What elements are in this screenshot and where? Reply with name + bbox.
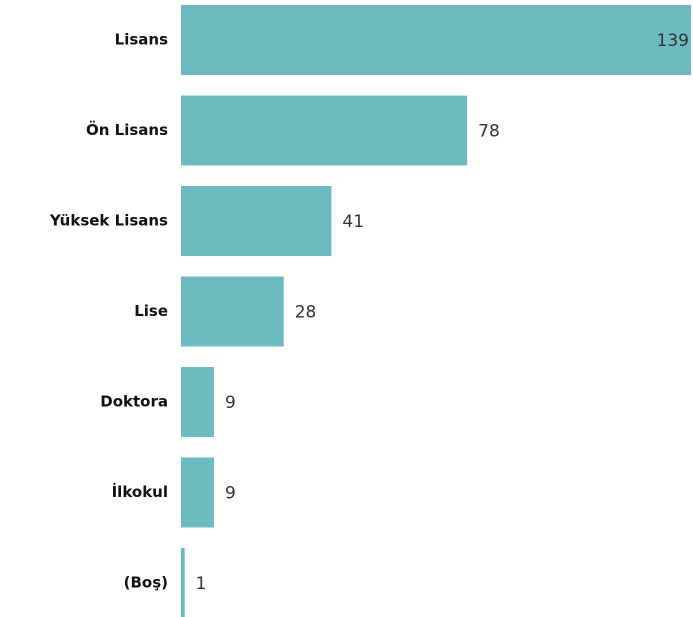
category-label-6: (Boş) bbox=[124, 574, 168, 592]
value-label-5: 9 bbox=[225, 484, 236, 504]
bar-2 bbox=[181, 186, 332, 256]
category-label-5: İlkokul bbox=[112, 482, 168, 501]
bar-1 bbox=[181, 95, 468, 166]
value-label-2: 41 bbox=[342, 212, 364, 232]
bar-5 bbox=[181, 457, 215, 528]
value-label-6: 1 bbox=[196, 574, 207, 594]
category-label-2: Yüksek Lisans bbox=[49, 212, 168, 230]
bar-4 bbox=[181, 367, 215, 437]
category-label-0: Lisans bbox=[115, 31, 168, 49]
category-label-4: Doktora bbox=[100, 393, 168, 411]
bar-6 bbox=[181, 548, 185, 617]
category-label-1: Ön Lisans bbox=[86, 120, 168, 139]
value-label-3: 28 bbox=[295, 303, 317, 323]
value-label-0: 139 bbox=[657, 31, 689, 51]
value-label-1: 78 bbox=[478, 122, 500, 142]
bars-group: Lisans 139 Ön Lisans 78 Yüksek Lisans 41 Lise 2… bbox=[49, 5, 691, 617]
bar-3 bbox=[181, 276, 284, 347]
bar-0 bbox=[181, 5, 691, 75]
category-label-3: Lise bbox=[134, 302, 168, 320]
value-label-4: 9 bbox=[225, 393, 236, 413]
